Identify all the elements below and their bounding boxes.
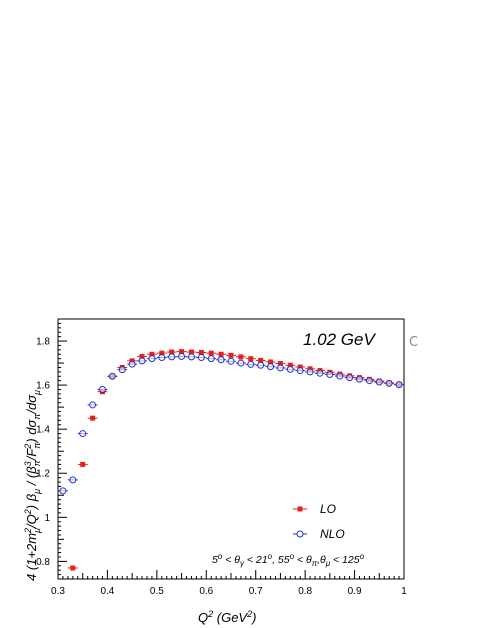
nlo-point: [217, 356, 225, 364]
nlo-point: [89, 401, 97, 409]
lo-point: [238, 354, 244, 360]
y-tick-label: 1.6: [36, 381, 50, 392]
side-glyph: C: [409, 335, 418, 350]
lo-point: [268, 359, 274, 365]
x-tick-label: 0.6: [199, 586, 213, 597]
y-tick-label: 0.8: [36, 557, 50, 568]
x-tick-label: 0.4: [100, 586, 114, 597]
lo-point: [198, 349, 204, 355]
x-axis-title: Q2 (GeV2): [198, 609, 256, 625]
cuts-label: 5o < θγ < 21o, 55o < θπ,θμ < 125o: [212, 552, 365, 568]
nlo-point: [148, 355, 156, 363]
nlo-point: [59, 487, 67, 495]
nlo-point: [168, 353, 176, 361]
nlo-point: [197, 354, 205, 362]
nlo-point: [79, 430, 87, 438]
nlo-point: [138, 357, 146, 365]
nlo-point: [306, 368, 314, 376]
lo-point: [70, 565, 76, 571]
nlo-point: [336, 372, 344, 380]
nlo-point: [257, 361, 265, 369]
lo-point: [90, 415, 96, 421]
nlo-point: [118, 366, 126, 374]
nlo-point: [227, 357, 235, 365]
lo-point: [228, 352, 234, 358]
lo-point: [159, 350, 165, 356]
legend: LO NLO: [293, 502, 345, 541]
lo-point: [248, 356, 254, 362]
nlo-point: [128, 360, 136, 368]
lo-point: [169, 349, 175, 355]
nlo-point: [296, 367, 304, 375]
nlo-point: [247, 360, 255, 368]
x-tick-label: 1: [401, 586, 407, 597]
nlo-point: [356, 375, 364, 383]
nlo-point: [69, 476, 77, 484]
lo-point: [179, 349, 185, 355]
lo-point: [80, 461, 86, 467]
legend-lo-label: LO: [320, 502, 336, 516]
nlo-point: [346, 374, 354, 382]
y-tick-label: 1.2: [36, 469, 50, 480]
x-tick-label: 0.9: [348, 586, 362, 597]
legend-nlo-marker: [296, 530, 304, 538]
lo-point: [139, 353, 145, 359]
y-tick-label: 1.8: [36, 337, 50, 348]
x-tick-label: 0.5: [150, 586, 164, 597]
legend-nlo-label: NLO: [320, 527, 345, 541]
nlo-point: [316, 369, 324, 377]
x-tick-label: 0.8: [298, 586, 312, 597]
nlo-point: [158, 354, 166, 362]
x-axis-ticks: 0.3 0.4 0.5 0.6 0.7 0.8 0.9 1: [51, 570, 407, 597]
nlo-point: [375, 378, 383, 386]
lo-point: [287, 362, 293, 368]
nlo-point: [108, 372, 116, 380]
nlo-point: [395, 381, 403, 389]
nlo-point: [98, 386, 106, 394]
lo-point: [208, 350, 214, 356]
lo-point: [188, 349, 194, 355]
nlo-point: [207, 355, 215, 363]
nlo-point: [178, 352, 186, 360]
y-tick-label: 1: [44, 513, 50, 524]
lo-point: [297, 364, 303, 370]
x-tick-label: 0.3: [51, 586, 65, 597]
y-axis-ticks: 0.8 1 1.2 1.4 1.6 1.8: [36, 318, 67, 580]
lo-point: [218, 351, 224, 357]
legend-lo-marker: [297, 506, 303, 512]
data-points: [58, 349, 404, 571]
energy-label: 1.02 GeV: [303, 330, 376, 349]
nlo-point: [326, 371, 334, 379]
nlo-point: [237, 359, 245, 367]
nlo-point: [365, 377, 373, 385]
nlo-point: [187, 353, 195, 361]
nlo-point: [276, 364, 284, 372]
nlo-point: [385, 379, 393, 387]
lo-point: [277, 361, 283, 367]
y-tick-label: 1.4: [36, 425, 50, 436]
lo-point: [258, 357, 264, 363]
x-tick-label: 0.7: [249, 586, 263, 597]
y-axis-title: 4 (1+2m2μ/Q2) βμ / (β3π/F2π) dσπ/dσμ: [23, 390, 42, 581]
nlo-point: [286, 365, 294, 373]
lo-point: [149, 351, 155, 357]
nlo-point: [267, 363, 275, 371]
